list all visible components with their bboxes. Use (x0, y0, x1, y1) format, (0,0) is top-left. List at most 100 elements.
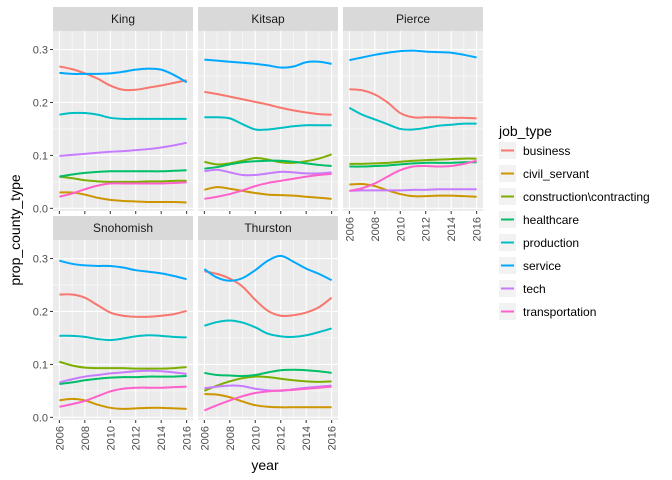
legend-entries: business civil_servant construction\contra… (499, 142, 650, 320)
legend-label: construction\contracting (523, 190, 650, 204)
legend-label: production (523, 236, 579, 250)
panels-layer: King 0.0 0.1 0.2 0.3 2006 2008 2010 2012 2014 2016… (33, 7, 484, 450)
y-tick-label: 0.0 (33, 203, 48, 215)
series-line-thurston-civil-servant (204, 393, 332, 409)
strip-label-snohomish: Snohomish (93, 221, 153, 235)
panel-kitsap: Kitsap200620082010201220142016 (198, 7, 339, 241)
y-tick-label: 0.0 (33, 412, 48, 424)
x-tick-label: 2014 (156, 426, 168, 450)
strip-label-king: King (111, 12, 135, 26)
x-tick-label: 2012 (421, 217, 433, 241)
strip-snohomish (53, 216, 193, 240)
panel-pierce: Pierce 2006 2008 2010 2012 2014 2016 (343, 7, 484, 241)
strip-king (53, 7, 193, 31)
panel-snohomish: Snohomish 0.0 0.1 0.2 0.3 2006 2008 2010 2012 201… (33, 216, 194, 450)
strip-label-kitsap: Kitsap (251, 12, 285, 26)
series-line-pierce-production (348, 106, 477, 131)
series-line-thurston-tech (204, 384, 332, 392)
x-tick-label: 2008 (225, 426, 237, 450)
strip-kitsap (198, 7, 338, 31)
series-line-snohomish-transportation (59, 385, 187, 408)
series-line-snohomish-civil-servant (59, 397, 187, 410)
panel-thurston: Thurston 2006 2008 2010 2012 2014 2016 (198, 216, 339, 450)
x-tick-label: 2016 (472, 217, 484, 241)
series-line-pierce-business (349, 88, 477, 120)
series-line-kitsap-service (204, 58, 332, 69)
strip-pierce (343, 7, 483, 31)
y-tick-label: 0.1 (33, 359, 48, 371)
y-tick-label: 0.3 (33, 45, 48, 57)
series-line-king-transportation (59, 181, 187, 198)
legend-entry-service: service (499, 257, 561, 274)
series-line-thurston-business (204, 270, 333, 317)
series-line-thurston-production (204, 319, 332, 338)
strip-label-pierce: Pierce (396, 12, 430, 26)
series-line-thurston-service (203, 254, 333, 282)
series-line-king-service (59, 67, 188, 84)
x-tick-label: 2014 (446, 217, 458, 241)
legend-entry-business: business (499, 142, 570, 159)
x-tick-label: 2006 (199, 426, 211, 450)
x-tick-label: 2006 (54, 426, 66, 450)
legend-entry-healthcare: healthcare (499, 211, 579, 228)
x-tick-label: 2008 (370, 217, 382, 241)
series-line-kitsap-construction-contracting (204, 153, 332, 166)
series-line-thurston-construction-contracting (203, 375, 332, 392)
series-line-kitsap-production (204, 116, 332, 131)
x-tick-label: 2016 (182, 426, 194, 450)
y-tick-label: 0.2 (33, 306, 48, 318)
legend-label: service (523, 259, 561, 273)
x-tick-label: 2008 (80, 426, 92, 450)
x-tick-label: 2010 (250, 426, 262, 450)
legend-label: healthcare (523, 213, 579, 227)
legend-entry-production: production (499, 234, 579, 251)
y-axis-title: prop_county_type (7, 174, 23, 286)
series-line-pierce-transportation (349, 159, 477, 192)
series-line-snohomish-production (59, 334, 187, 342)
legend-label: transportation (523, 305, 596, 319)
legend-title: job_type (498, 123, 552, 139)
series-line-king-construction-contracting (59, 175, 187, 183)
series-line-thurston-healthcare (204, 368, 332, 378)
x-axis-title: year (251, 457, 279, 473)
legend-entry-civil-servant: civil_servant (499, 165, 590, 182)
series-line-pierce-healthcare (349, 161, 477, 168)
series-line-kitsap-civil-servant (204, 186, 332, 200)
strip-thurston (198, 216, 338, 240)
series-line-king-tech (59, 141, 187, 157)
series-line-snohomish-healthcare (59, 375, 187, 385)
series-line-kitsap-tech (204, 168, 332, 177)
y-tick-label: 0.3 (33, 254, 48, 266)
legend-label: tech (523, 282, 546, 296)
x-tick-label: 2006 (344, 217, 356, 241)
series-line-snohomish-service (59, 259, 187, 281)
x-tick-label: 2014 (301, 426, 313, 450)
x-tick-label: 2016 (327, 426, 339, 450)
legend-entry-construction-contracting: construction\contracting (499, 188, 650, 205)
series-line-kitsap-business (204, 90, 332, 116)
legend-entry-tech: tech (499, 280, 546, 297)
legend-label: business (523, 144, 570, 158)
series-line-kitsap-transportation (204, 172, 332, 200)
x-tick-label: 2012 (276, 426, 288, 450)
strip-label-thurston: Thurston (244, 221, 291, 235)
series-line-king-healthcare (59, 169, 187, 178)
legend: job_type business civil_servant constructi… (498, 123, 650, 320)
series-line-kitsap-healthcare (204, 159, 332, 170)
series-line-king-civil-servant (59, 191, 187, 204)
series-line-king-business (59, 65, 187, 92)
x-tick-label: 2012 (131, 426, 143, 450)
series-line-snohomish-tech (59, 369, 187, 384)
series-line-pierce-service (349, 49, 477, 62)
series-line-king-production (59, 111, 187, 120)
series-line-snohomish-business (59, 293, 187, 318)
series-line-snohomish-construction-contracting (59, 360, 187, 370)
series-line-pierce-construction-contracting (349, 157, 477, 165)
x-tick-label: 2010 (105, 426, 117, 450)
y-tick-label: 0.2 (33, 97, 48, 109)
legend-label: civil_servant (523, 167, 590, 181)
y-tick-label: 0.1 (33, 150, 48, 162)
x-tick-label: 2010 (395, 217, 407, 241)
